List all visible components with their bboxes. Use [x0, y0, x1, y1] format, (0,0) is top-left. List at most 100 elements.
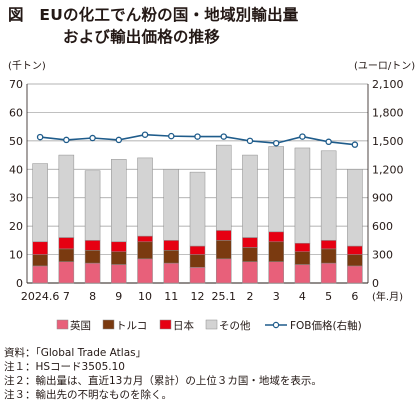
bar-segment [111, 251, 127, 265]
bar-segment [58, 237, 75, 250]
y-right-tick-label: 600 [372, 220, 393, 233]
legend-line-marker [272, 321, 280, 329]
bar-segment [189, 245, 206, 255]
bar-segment [32, 254, 48, 267]
bar-segment [137, 241, 153, 260]
fob-price-point [351, 141, 359, 148]
bar-segment [32, 163, 48, 243]
note-2: 注２：輸出量は、直近13カ月（累計）の上位３カ国・地域を表示。 [4, 375, 322, 387]
bar-segment [137, 157, 153, 237]
y-right-tick-label: 2,100 [372, 78, 404, 91]
y-left-tick-label: 0 [16, 277, 23, 290]
bar-segment [58, 261, 75, 284]
bar-segment [84, 240, 101, 251]
x-tick-label: 12 [191, 290, 205, 303]
x-tick-label: 4 [299, 290, 306, 303]
legend-label: その他 [219, 319, 251, 332]
y-left-tick-label: 60 [9, 106, 23, 119]
bar-segment [294, 242, 311, 252]
x-tick-label: 10 [138, 290, 152, 303]
x-tick-label: 5 [325, 290, 332, 303]
bar-segment [163, 240, 180, 251]
x-tick-label: 2024.6 [21, 290, 60, 303]
fob-price-point [299, 133, 306, 140]
x-tick-label: 3 [273, 290, 280, 303]
fob-price-point [141, 131, 149, 138]
legend-label: 英国 [70, 319, 91, 332]
x-tick-label: 6 [351, 290, 358, 303]
x-tick-label: 9 [115, 290, 122, 303]
bar-segment [320, 150, 337, 241]
fob-price-point [220, 133, 227, 140]
y-left-tick-label: 20 [9, 220, 23, 233]
x-tick-label: 25.1 [211, 290, 236, 303]
bar-segment [111, 159, 127, 243]
left-axis-unit: (千トン) [8, 61, 46, 72]
bar-segment [58, 154, 75, 238]
bar-segment [111, 241, 127, 252]
bar-segment [268, 146, 284, 233]
y-right-tick-label: 1,200 [372, 163, 404, 176]
y-left-tick-label: 70 [9, 78, 23, 91]
fob-price-point [63, 136, 70, 144]
y-right-tick-label: 0 [372, 277, 379, 290]
fob-price-point [36, 133, 44, 141]
legend-label: 日本 [173, 319, 194, 332]
bar-segment [215, 240, 232, 260]
bar-segment [58, 248, 75, 262]
legend-label: FOB価格(右軸) [290, 319, 362, 332]
bar-segment [137, 235, 153, 243]
right-axis-unit: (ユーロ/トン) [354, 61, 416, 72]
bar-segment [347, 169, 363, 247]
bar-segment [137, 258, 153, 284]
y-left-tick-label: 30 [9, 192, 23, 205]
legend-swatch [205, 319, 218, 330]
x-tick-label: 7 [63, 290, 70, 303]
bar-segment [347, 245, 363, 255]
bar-segment [294, 251, 311, 265]
bar-segment [189, 254, 206, 268]
bar-segment [268, 261, 284, 284]
bar-segment [111, 264, 127, 284]
fob-price-point [115, 136, 123, 144]
bar-segment [294, 264, 311, 284]
fob-price-point [325, 138, 332, 146]
bar-segment [189, 171, 206, 247]
bar-segment [32, 265, 48, 284]
x-tick-label: 2 [246, 290, 253, 303]
x-axis-unit: (年.月) [372, 290, 403, 303]
bar-segment [163, 250, 180, 264]
bar-segment [215, 144, 232, 231]
bar-segment [84, 250, 101, 264]
fob-price-point [194, 133, 201, 140]
bar-segment [268, 241, 284, 262]
y-right-tick-label: 1,500 [372, 135, 404, 148]
y-right-tick-label: 300 [372, 249, 393, 262]
chart-title-line2: および輸出価格の推移 [63, 28, 221, 46]
bar-segment [242, 154, 258, 238]
bar-segment [215, 230, 232, 241]
bar-segment [163, 262, 180, 284]
bar-segment [163, 169, 180, 241]
legend-swatch [159, 319, 172, 330]
stacked-bar-line-chart: 0 10 20 30 40 50 60 70 0 300 600 900 1,200 1,500 1,800… [9, 78, 404, 332]
bar-segment [320, 262, 337, 284]
y-left-tick-label: 40 [9, 163, 23, 176]
fob-price-point [246, 137, 254, 145]
fob-price-point [168, 132, 175, 140]
fob-price-point [272, 139, 280, 147]
bar-segment [320, 248, 337, 264]
note-1: 注１：HSコード3505.10 [4, 361, 125, 373]
bar-segment [242, 247, 258, 262]
bar-segment [84, 262, 101, 284]
legend-label: トルコ [116, 320, 147, 332]
chart-title-line1: 図 EUの化工でん粉の国・地域別輸出量 [8, 6, 299, 24]
note-3: 注３：輸出先の不明なものを除く。 [4, 389, 172, 401]
bar-segment [242, 237, 258, 248]
x-tick-label: 8 [89, 290, 96, 303]
fob-price-point [89, 134, 96, 142]
bar-segment [84, 170, 101, 241]
x-tick-label: 11 [164, 290, 178, 303]
y-right-tick-label: 1,800 [372, 106, 404, 119]
bar-segment [347, 265, 363, 284]
